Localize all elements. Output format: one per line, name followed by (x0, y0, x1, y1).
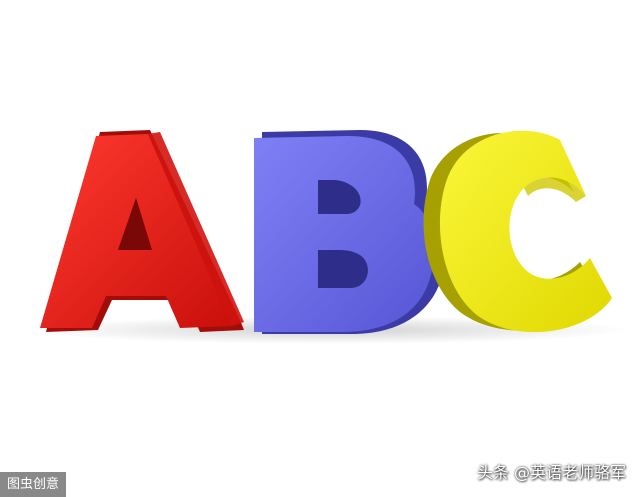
letter-b (254, 130, 446, 334)
letter-c (423, 130, 612, 333)
letter-a (40, 130, 244, 332)
watermark-right: 头条 @英语老师骆军 (476, 463, 626, 482)
watermark-left: 图虫创意 (0, 472, 67, 497)
